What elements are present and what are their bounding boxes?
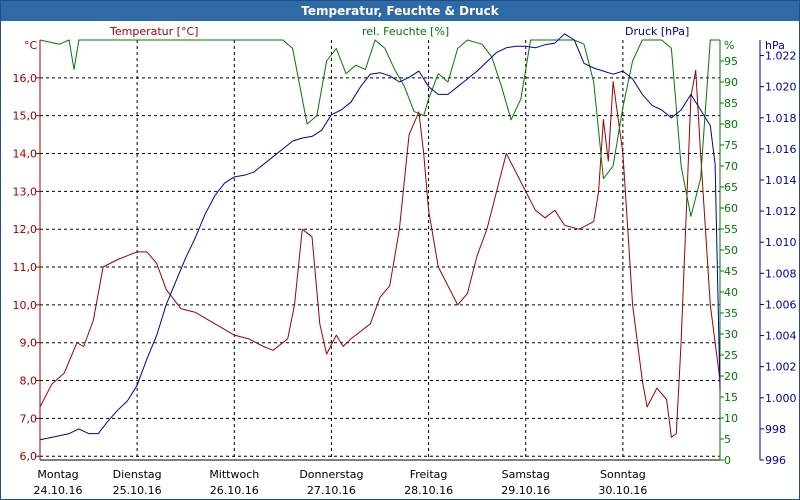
humidity-tick-label: 35 [724,307,738,320]
temperature-line [39,69,721,438]
x-tick-date: 24.10.16 [34,484,83,497]
pressure-tick-label: 1.020 [765,81,797,94]
temperature-tick-label: 11,0 [13,261,38,274]
pressure-unit: hPa [765,39,785,52]
pressure-tick-label: 1.018 [765,112,797,125]
x-tick-day: Freitag [410,468,448,481]
temperature-tick-label: 14,0 [13,148,38,161]
humidity-tick-label: 5 [724,433,731,446]
pressure-tick-label: 998 [765,423,786,436]
humidity-axis-label: rel. Feuchte [%] [362,25,449,38]
pressure-tick-label: 1.022 [765,50,797,63]
x-tick-day: Sonntag [600,468,646,481]
humidity-tick-label: 80 [724,118,738,131]
x-tick-date: 27.10.16 [307,484,356,497]
labels: 16,0 15,0 14,0 13,0 12,0 11,0 10,0 9,0 8,0 7,0 6,0… [13,25,797,497]
humidity-tick-label: 40 [724,286,738,299]
pressure-axis-label: Druck [hPa] [625,25,689,38]
pressure-tick-label: 1.000 [765,392,797,405]
series-layer [39,33,721,441]
temperature-tick-label: 7,0 [20,412,38,425]
humidity-tick-label: 85 [724,97,738,110]
humidity-tick-label: 30 [724,328,738,341]
plot-area [40,40,720,460]
x-tick-date: 30.10.16 [598,484,647,497]
humidity-tick-label: 70 [724,160,738,173]
humidity-tick-label: 95 [724,55,738,68]
x-tick-day: Donnerstag [299,468,363,481]
humidity-unit: % [724,39,734,52]
chart-title: Temperatur, Feuchte & Druck [1,1,799,21]
humidity-tick-label: 60 [724,202,738,215]
x-tick-day: Dienstag [113,468,162,481]
humidity-tick-label: 0 [724,454,731,467]
x-tick-date: 28.10.16 [404,484,453,497]
pressure-tick-label: 1.014 [765,174,797,187]
pressure-tick-label: 1.006 [765,298,797,311]
humidity-tick-label: 55 [724,223,738,236]
axes [36,40,764,461]
grid [40,40,720,460]
pressure-tick-label: 1.008 [765,267,797,280]
pressure-tick-label: 1.002 [765,361,797,374]
temperature-tick-label: 15,0 [13,110,38,123]
temperature-tick-label: 16,0 [13,72,38,85]
humidity-tick-label: 90 [724,76,738,89]
temperature-tick-label: 12,0 [13,223,38,236]
x-tick-date: 26.10.16 [210,484,259,497]
humidity-tick-label: 50 [724,244,738,257]
pressure-tick-label: 1.016 [765,143,797,156]
x-tick-date: 25.10.16 [113,484,162,497]
x-tick-day: Montag [37,468,78,481]
humidity-tick-label: 75 [724,139,738,152]
temperature-tick-label: 13,0 [13,185,38,198]
temperature-tick-label: 8,0 [20,375,38,388]
temperature-tick-label: 10,0 [13,299,38,312]
pressure-tick-label: 1.010 [765,236,797,249]
pressure-line [39,33,721,441]
humidity-tick-label: 15 [724,391,738,404]
humidity-tick-label: 10 [724,412,738,425]
x-tick-day: Samstag [502,468,550,481]
humidity-tick-label: 65 [724,181,738,194]
pressure-tick-label: 1.012 [765,205,797,218]
temperature-unit: °C [24,39,38,52]
temperature-axis-label: Temperatur [°C] [109,25,198,38]
humidity-line [39,39,720,217]
humidity-tick-label: 20 [724,370,738,383]
temperature-tick-label: 6,0 [20,450,38,463]
humidity-tick-label: 25 [724,349,738,362]
temperature-tick-label: 9,0 [20,337,38,350]
humidity-tick-label: 45 [724,265,738,278]
x-tick-date: 29.10.16 [501,484,550,497]
pressure-tick-label: 1.004 [765,330,797,343]
x-tick-day: Mittwoch [209,468,259,481]
pressure-tick-label: 996 [765,454,786,467]
